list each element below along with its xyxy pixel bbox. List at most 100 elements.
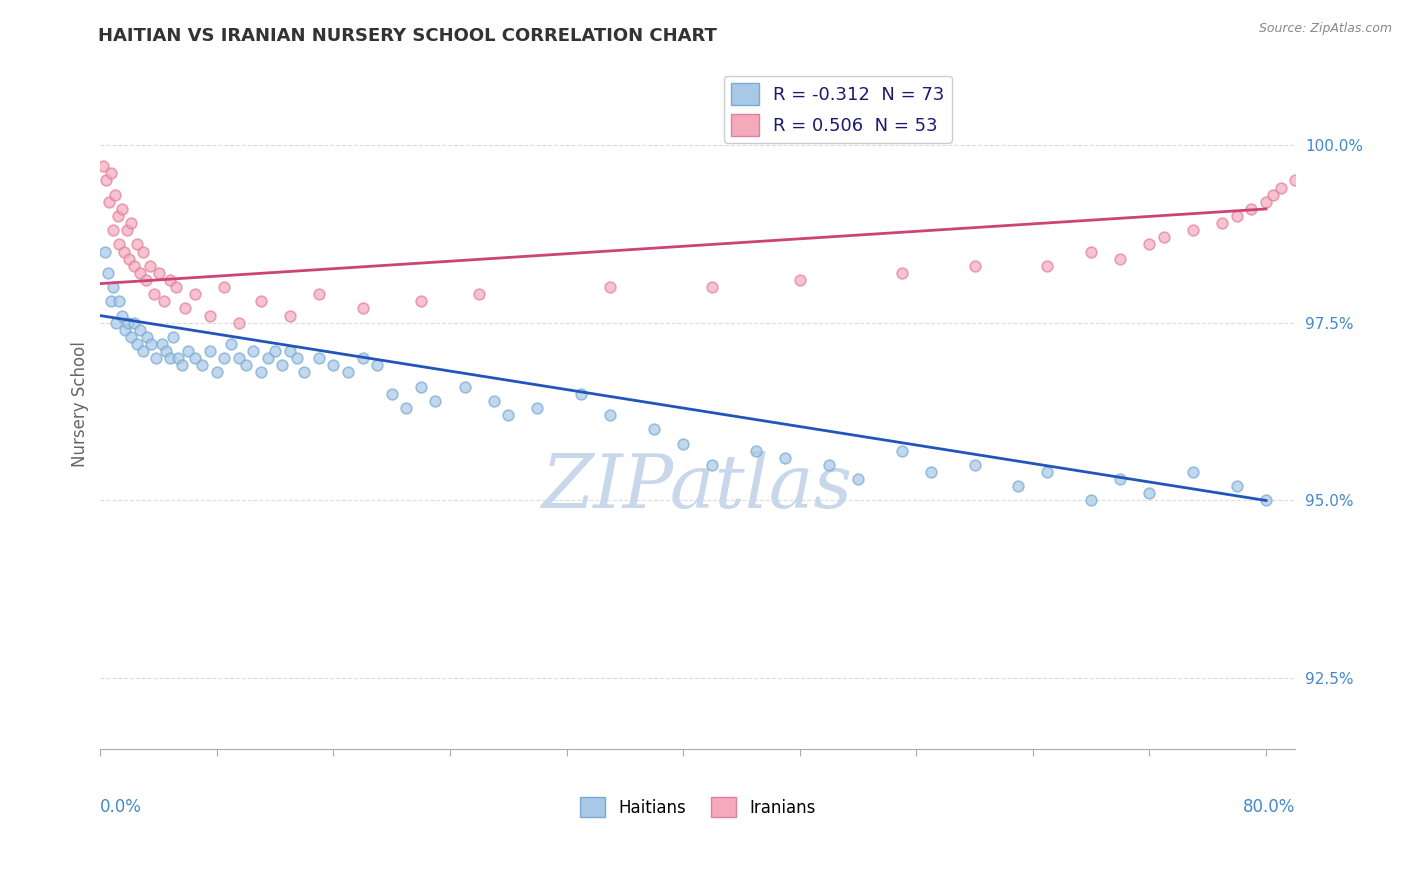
Point xyxy=(91,159,114,173)
Point xyxy=(141,337,163,351)
Point xyxy=(1263,187,1285,202)
Point xyxy=(97,266,120,280)
Point xyxy=(131,244,153,259)
Point xyxy=(166,351,188,366)
Point xyxy=(395,401,418,415)
Point xyxy=(122,316,145,330)
Point xyxy=(1270,180,1292,194)
Point xyxy=(162,330,184,344)
Point xyxy=(170,359,193,373)
Point xyxy=(1139,486,1161,500)
Point xyxy=(136,330,159,344)
Point xyxy=(366,359,388,373)
Point xyxy=(1139,237,1161,252)
Point xyxy=(96,173,118,187)
Point xyxy=(920,465,942,479)
Point xyxy=(352,301,374,316)
Point xyxy=(150,337,173,351)
Legend: Haitians, Iranians: Haitians, Iranians xyxy=(574,790,823,824)
Point xyxy=(242,344,264,359)
Point xyxy=(177,344,200,359)
Point xyxy=(278,344,301,359)
Point xyxy=(1226,479,1249,493)
Point xyxy=(963,458,986,472)
Point xyxy=(1007,479,1029,493)
Point xyxy=(184,287,207,301)
Point xyxy=(108,294,131,309)
Point xyxy=(1284,173,1306,187)
Point xyxy=(890,266,912,280)
Point xyxy=(103,280,125,294)
Point xyxy=(115,223,138,237)
Point xyxy=(100,166,122,180)
Point xyxy=(198,309,221,323)
Point xyxy=(111,202,134,216)
Point xyxy=(425,393,447,408)
Point xyxy=(1254,493,1277,508)
Point xyxy=(125,237,148,252)
Point xyxy=(249,366,271,380)
Point xyxy=(1182,223,1205,237)
Point xyxy=(278,309,301,323)
Point xyxy=(526,401,548,415)
Point xyxy=(599,280,621,294)
Point xyxy=(1226,209,1249,223)
Point xyxy=(773,450,796,465)
Point xyxy=(122,259,145,273)
Text: 80.0%: 80.0% xyxy=(1243,797,1295,815)
Point xyxy=(285,351,308,366)
Point xyxy=(1109,252,1132,266)
Point xyxy=(111,309,134,323)
Point xyxy=(120,330,142,344)
Point xyxy=(1036,259,1059,273)
Point xyxy=(569,387,592,401)
Point xyxy=(100,294,122,309)
Point xyxy=(103,223,125,237)
Point xyxy=(745,443,768,458)
Point xyxy=(108,237,131,252)
Point xyxy=(643,422,665,436)
Point xyxy=(148,266,170,280)
Point xyxy=(221,337,243,351)
Point xyxy=(205,366,228,380)
Point xyxy=(264,344,287,359)
Point xyxy=(702,280,724,294)
Point xyxy=(198,344,221,359)
Point xyxy=(963,259,986,273)
Point xyxy=(143,287,166,301)
Point xyxy=(131,344,153,359)
Text: ZIPatlas: ZIPatlas xyxy=(543,451,853,524)
Point xyxy=(352,351,374,366)
Point xyxy=(702,458,724,472)
Point xyxy=(165,280,187,294)
Point xyxy=(257,351,280,366)
Point xyxy=(1080,493,1102,508)
Point xyxy=(1109,472,1132,486)
Point xyxy=(789,273,811,287)
Point xyxy=(249,294,271,309)
Point xyxy=(118,252,141,266)
Point xyxy=(93,244,115,259)
Point xyxy=(271,359,294,373)
Point xyxy=(1080,244,1102,259)
Point xyxy=(212,351,235,366)
Text: Source: ZipAtlas.com: Source: ZipAtlas.com xyxy=(1258,22,1392,36)
Point xyxy=(173,301,195,316)
Point xyxy=(1254,194,1277,209)
Point xyxy=(155,344,177,359)
Point xyxy=(104,187,127,202)
Point xyxy=(114,323,136,337)
Point xyxy=(159,273,181,287)
Point xyxy=(1153,230,1175,244)
Point xyxy=(599,408,621,422)
Point xyxy=(322,359,344,373)
Point xyxy=(98,194,121,209)
Point xyxy=(128,266,150,280)
Point xyxy=(145,351,167,366)
Point xyxy=(1182,465,1205,479)
Point xyxy=(212,280,235,294)
Point xyxy=(1036,465,1059,479)
Point xyxy=(409,380,432,394)
Point xyxy=(498,408,520,422)
Point xyxy=(139,259,162,273)
